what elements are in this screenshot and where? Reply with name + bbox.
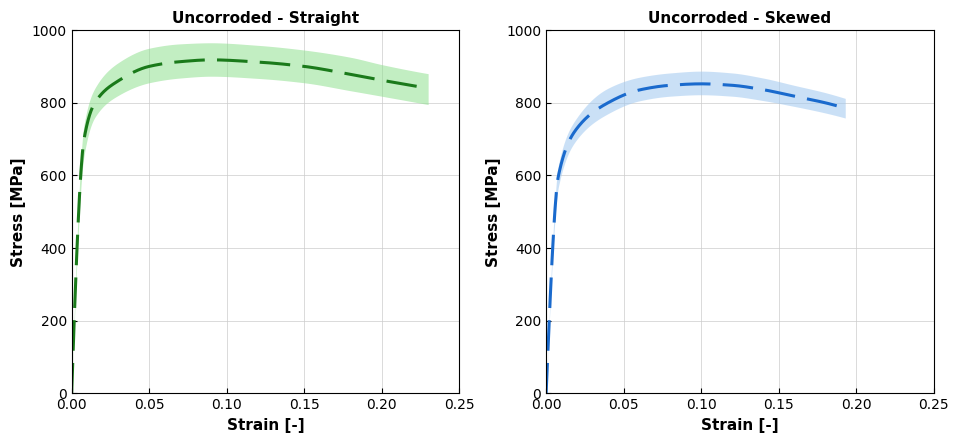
Y-axis label: Stress [MPa]: Stress [MPa]	[486, 157, 500, 266]
Title: Uncorroded - Straight: Uncorroded - Straight	[172, 11, 359, 26]
Title: Uncorroded - Skewed: Uncorroded - Skewed	[648, 11, 831, 26]
Y-axis label: Stress [MPa]: Stress [MPa]	[12, 157, 26, 266]
X-axis label: Strain [-]: Strain [-]	[701, 418, 779, 433]
X-axis label: Strain [-]: Strain [-]	[227, 418, 304, 433]
